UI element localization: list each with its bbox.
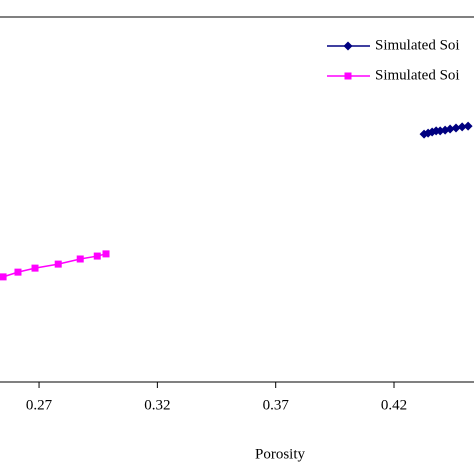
point bbox=[14, 268, 22, 276]
x-tick-label: 0.32 bbox=[144, 397, 170, 413]
point bbox=[451, 123, 461, 133]
point bbox=[93, 252, 101, 260]
point bbox=[457, 122, 467, 132]
point bbox=[76, 255, 84, 263]
legend-label: Simulated Soi bbox=[375, 37, 460, 53]
point bbox=[0, 273, 7, 281]
point bbox=[102, 250, 110, 258]
point bbox=[54, 260, 62, 268]
x-tick-label: 0.37 bbox=[263, 397, 290, 413]
point bbox=[445, 124, 455, 134]
plot-area bbox=[0, 121, 473, 281]
x-axis-label: Porosity bbox=[255, 446, 306, 462]
legend-label: Simulated Soi bbox=[375, 67, 460, 83]
point bbox=[31, 264, 39, 272]
point bbox=[463, 121, 473, 131]
legend-marker bbox=[344, 72, 352, 80]
x-tick-label: 0.27 bbox=[26, 397, 53, 413]
x-tick-label: 0.42 bbox=[381, 397, 407, 413]
legend-marker bbox=[343, 41, 353, 51]
